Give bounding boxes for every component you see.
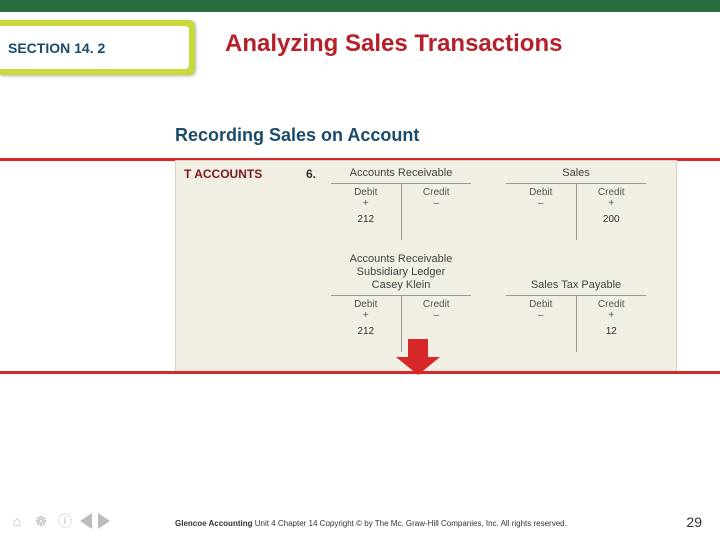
tax-debit-label: Debit <box>529 299 552 310</box>
nav-icons: ⌂ ☸ ⓘ <box>8 512 110 530</box>
sales-credit-sign: + <box>608 198 614 209</box>
sales-debit-label: Debit <box>529 187 552 198</box>
footer-text: Unit 4 Chapter 14 Copyright © by The Mc.… <box>255 519 567 528</box>
sub-credit-label: Credit <box>423 299 450 310</box>
sub-credit-sign: – <box>433 310 439 321</box>
tax-title: Sales Tax Payable <box>506 279 646 291</box>
ar-credit-label: Credit <box>423 187 450 198</box>
prev-icon[interactable] <box>80 513 92 529</box>
sub-title-1: Accounts Receivable <box>350 253 453 265</box>
accent-line-bottom <box>0 371 720 374</box>
t-account-sub: Debit+ Credit– 212 <box>331 295 471 352</box>
tax-credit-label: Credit <box>598 299 625 310</box>
home-icon[interactable]: ⌂ <box>8 512 26 530</box>
footer: Glencoe Accounting Unit 4 Chapter 14 Cop… <box>175 519 567 528</box>
subtitle: Recording Sales on Account <box>175 125 419 146</box>
sub-debit-label: Debit <box>354 299 377 310</box>
footer-bold: Glencoe Accounting <box>175 519 253 528</box>
ar-title: Accounts Receivable <box>331 167 471 179</box>
section-label: SECTION 14. 2 <box>8 40 105 56</box>
sales-debit-value <box>506 212 577 240</box>
step-number: 6. <box>306 167 316 181</box>
tax-credit-value: 12 <box>577 324 647 352</box>
next-icon[interactable] <box>98 513 110 529</box>
ar-debit-sign: + <box>363 198 369 209</box>
tax-debit-sign: – <box>538 310 544 321</box>
t-account-tax: Debit– Credit+ 12 <box>506 295 646 352</box>
tax-debit-value <box>506 324 577 352</box>
ar-credit-sign: – <box>433 198 439 209</box>
page-number: 29 <box>686 514 702 530</box>
sales-debit-sign: – <box>538 198 544 209</box>
sub-title: Accounts Receivable Subsidiary Ledger Ca… <box>331 253 471 293</box>
ar-credit-value <box>402 212 472 240</box>
tax-credit-sign: + <box>608 310 614 321</box>
ar-debit-value: 212 <box>331 212 402 240</box>
t-account-ar: Debit+ Credit– 212 <box>331 183 471 240</box>
globe-icon[interactable]: ☸ <box>32 512 50 530</box>
t-accounts-diagram: T ACCOUNTS 6. Accounts Receivable Debit+… <box>175 160 677 372</box>
sub-title-3: Casey Klein <box>372 279 431 291</box>
sales-credit-value: 200 <box>577 212 647 240</box>
sales-title: Sales <box>506 167 646 179</box>
sub-title-2: Subsidiary Ledger <box>357 266 446 278</box>
info-icon[interactable]: ⓘ <box>56 512 74 530</box>
sales-credit-label: Credit <box>598 187 625 198</box>
top-bar <box>0 0 720 12</box>
section-tab-inner: SECTION 14. 2 <box>0 26 189 69</box>
section-tab: SECTION 14. 2 <box>0 20 195 75</box>
sub-debit-value: 212 <box>331 324 402 352</box>
sub-debit-sign: + <box>363 310 369 321</box>
ar-debit-label: Debit <box>354 187 377 198</box>
page-title: Analyzing Sales Transactions <box>225 30 562 58</box>
t-account-sales: Debit– Credit+ 200 <box>506 183 646 240</box>
t-accounts-header: T ACCOUNTS <box>184 167 262 181</box>
